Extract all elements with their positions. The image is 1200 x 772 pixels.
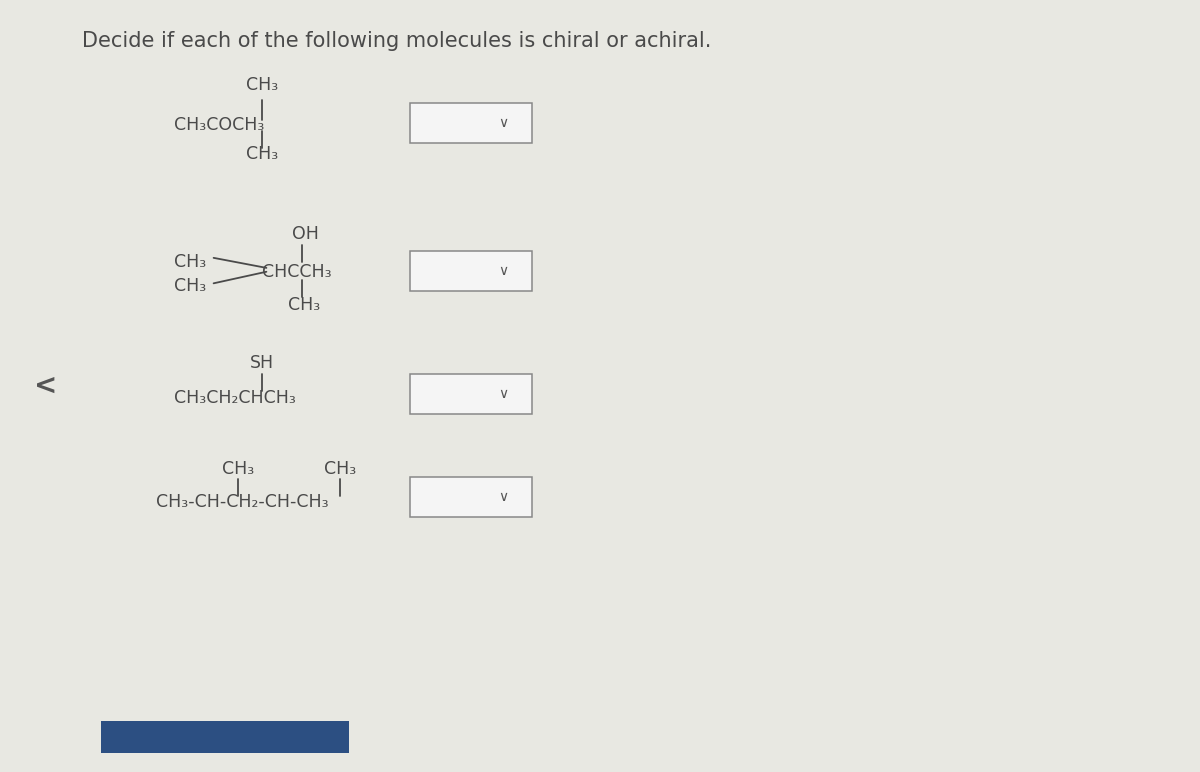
Text: ∨: ∨ <box>498 116 508 130</box>
FancyBboxPatch shape <box>410 374 532 414</box>
Text: Decide if each of the following molecules is chiral or achiral.: Decide if each of the following molecule… <box>82 31 710 51</box>
Text: CH₃: CH₃ <box>174 252 206 271</box>
Text: ∨: ∨ <box>498 264 508 278</box>
Text: OH: OH <box>292 225 318 243</box>
Text: CH₃COCH₃: CH₃COCH₃ <box>174 116 264 134</box>
Text: CH₃: CH₃ <box>174 277 206 296</box>
Text: CH₃: CH₃ <box>246 76 278 94</box>
Text: ∨: ∨ <box>498 387 508 401</box>
Text: CHCCH₃: CHCCH₃ <box>262 262 331 281</box>
Text: SH: SH <box>250 354 274 372</box>
Text: CH₃: CH₃ <box>288 296 320 314</box>
Text: CH₃: CH₃ <box>246 145 278 164</box>
Text: CH₃: CH₃ <box>222 459 254 478</box>
FancyBboxPatch shape <box>410 251 532 291</box>
Text: CH₃CH₂CHCH₃: CH₃CH₂CHCH₃ <box>174 388 296 407</box>
FancyBboxPatch shape <box>101 721 349 753</box>
FancyBboxPatch shape <box>410 477 532 517</box>
FancyBboxPatch shape <box>410 103 532 143</box>
Text: CH₃-CH-CH₂-CH-CH₃: CH₃-CH-CH₂-CH-CH₃ <box>156 493 329 511</box>
Text: CH₃: CH₃ <box>324 459 356 478</box>
Text: ∨: ∨ <box>498 490 508 504</box>
Text: <: < <box>34 372 58 400</box>
